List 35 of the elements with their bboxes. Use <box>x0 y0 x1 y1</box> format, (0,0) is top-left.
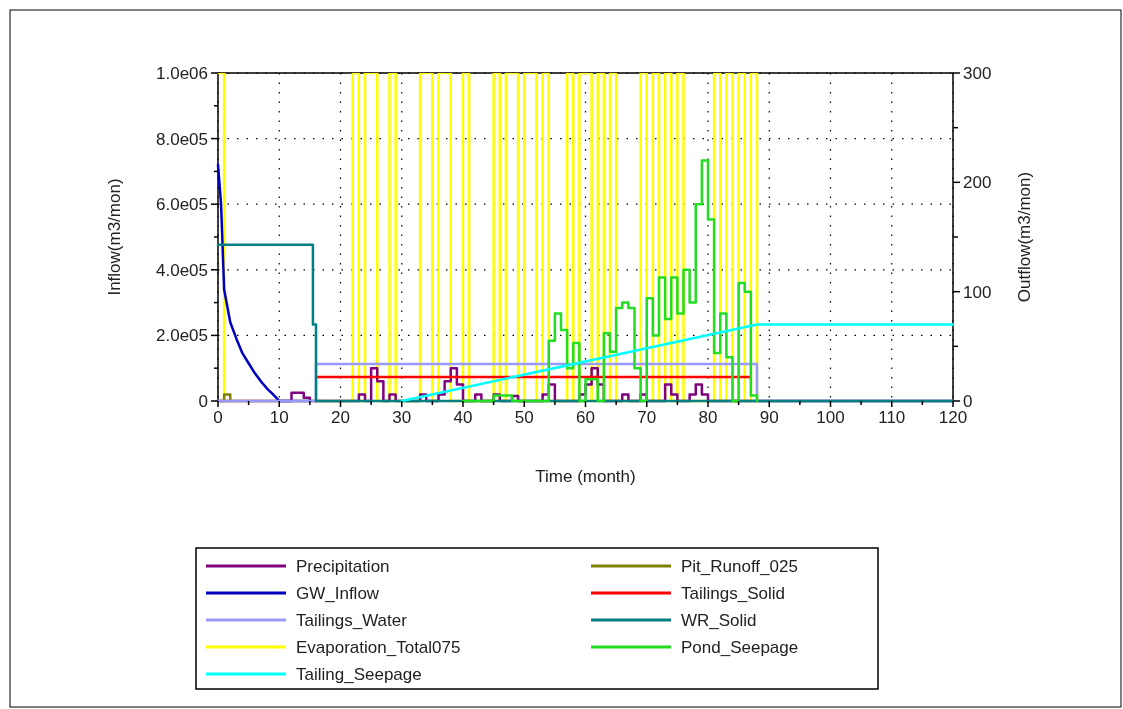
y-tick-label: 2.0e05 <box>156 326 208 346</box>
y2-tick-label: 0 <box>963 391 973 411</box>
x-tick-label: 0 <box>213 408 223 427</box>
x-tick-label: 70 <box>637 408 657 427</box>
x-tick-label: 100 <box>816 408 845 427</box>
y2-tick-label: 300 <box>963 63 992 83</box>
x-tick-label: 120 <box>938 408 968 427</box>
y-tick-label: 6.0e05 <box>156 195 208 215</box>
legend-label: WR_Solid <box>681 610 757 630</box>
x-axis-title: Time (month) <box>535 467 636 486</box>
y2-axis-title: Outflow(m3/mon) <box>1015 171 1034 303</box>
y2-tick-label: 200 <box>963 173 992 193</box>
legend-label: Evaporation_Total075 <box>296 637 461 657</box>
legend-label: Tailings_Solid <box>681 583 785 603</box>
x-tick-label: 20 <box>331 408 350 427</box>
x-tick-label: 80 <box>698 408 718 427</box>
x-tick-label: 10 <box>269 408 289 427</box>
x-tick-label: 50 <box>514 408 534 427</box>
y-tick-label: 4.0e05 <box>156 260 208 280</box>
legend-label: Pond_Seepage <box>681 637 799 657</box>
x-tick-label: 30 <box>392 408 412 427</box>
y-tick-label: 8.0e05 <box>156 129 208 149</box>
x-tick-label: 40 <box>453 408 473 427</box>
legend-label: GW_Inflow <box>296 583 380 603</box>
legend-label: Tailings_Water <box>296 610 408 630</box>
legend-label: Tailing_Seepage <box>296 664 422 684</box>
x-tick-label: 90 <box>759 408 779 427</box>
y-axis-title: Inflow(m3/mon) <box>105 178 124 296</box>
y-tick-label: 1.0e06 <box>156 63 208 83</box>
x-tick-label: 60 <box>576 408 595 427</box>
y-tick-label: 0 <box>198 391 208 411</box>
legend-label: Precipitation <box>296 556 390 576</box>
x-tick-label: 110 <box>878 408 906 427</box>
legend-label: Pit_Runoff_025 <box>681 556 798 576</box>
y2-tick-label: 100 <box>963 282 992 302</box>
